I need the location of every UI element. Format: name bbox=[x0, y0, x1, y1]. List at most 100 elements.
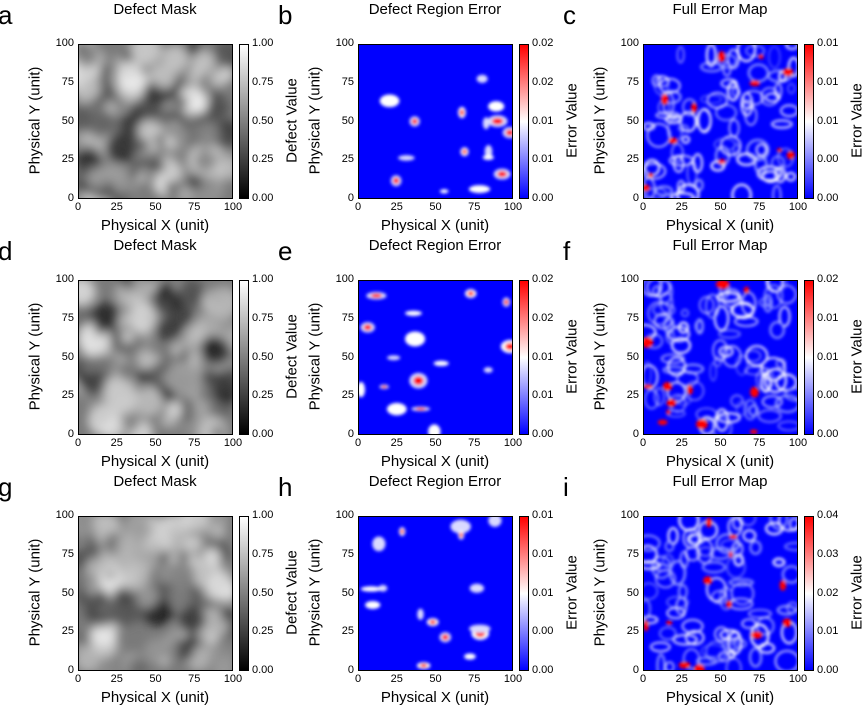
error-contour bbox=[769, 517, 789, 530]
high-error-spot bbox=[758, 54, 764, 60]
error-contour bbox=[666, 596, 689, 609]
mask-blob bbox=[134, 387, 164, 417]
error-contour bbox=[758, 409, 782, 423]
error-contour bbox=[716, 53, 737, 69]
colorbar-tick-label: 0.02 bbox=[817, 586, 839, 599]
mask-blob bbox=[137, 119, 160, 142]
mask-blob bbox=[212, 427, 224, 434]
colorbar-tick-label: 0.01 bbox=[532, 509, 554, 521]
y-axis-label: Physical Y (unit) bbox=[306, 538, 324, 647]
mask-blob bbox=[102, 376, 137, 411]
heatmap-svg bbox=[644, 281, 797, 434]
panel-title: Defect Region Error bbox=[368, 473, 502, 490]
panel-title: Full Error Map bbox=[672, 237, 768, 254]
colorbar-tick-label: 0.01 bbox=[817, 311, 839, 324]
error-contour bbox=[700, 94, 722, 104]
mask-blob bbox=[201, 336, 231, 365]
mask-blob bbox=[206, 572, 232, 602]
error-contour bbox=[669, 192, 695, 198]
panel-e: e Defect Region Error Physical Y (unit) Phy… bbox=[278, 236, 581, 474]
x-tick-label: 50 bbox=[429, 437, 442, 449]
colorbar-tick-label: 0.02 bbox=[532, 37, 554, 49]
colorbar bbox=[804, 44, 814, 199]
error-contour bbox=[727, 48, 740, 69]
colorbar bbox=[239, 516, 249, 671]
defect-region bbox=[450, 519, 471, 534]
x-tick-label: 0 bbox=[354, 673, 362, 685]
defect-region bbox=[483, 367, 493, 373]
mask-blob bbox=[85, 107, 114, 137]
error-contour bbox=[772, 184, 782, 198]
error-contour bbox=[763, 284, 784, 309]
y-axis-label: Physical Y (unit) bbox=[591, 538, 609, 647]
error-contour bbox=[785, 171, 797, 182]
panel-letter: d bbox=[0, 236, 13, 266]
colorbar-tick-label: 0.50 bbox=[252, 114, 274, 127]
mask-blob bbox=[105, 133, 136, 165]
mask-blob bbox=[164, 301, 194, 331]
mask-blob bbox=[120, 190, 133, 198]
x-tick-label: 100 bbox=[503, 437, 523, 449]
high-error-spot bbox=[691, 102, 697, 114]
high-error-spot bbox=[696, 418, 708, 430]
colorbar-tick-label: 0.00 bbox=[252, 664, 274, 676]
error-contour bbox=[745, 345, 769, 367]
y-axis-label: Physical Y (unit) bbox=[26, 66, 44, 175]
high-error-spot bbox=[657, 419, 668, 426]
heatmap-plot bbox=[358, 280, 513, 435]
panel-b: b Defect Region Error Physical Y (unit) Phy… bbox=[278, 0, 581, 238]
heatmap-svg bbox=[359, 281, 512, 434]
error-contour bbox=[660, 353, 685, 364]
mask-blob bbox=[115, 281, 149, 310]
y-tick-label: 50 bbox=[626, 350, 639, 363]
error-contour bbox=[659, 626, 677, 641]
error-contour bbox=[685, 381, 704, 401]
error-contour bbox=[697, 108, 712, 134]
y-tick-label: 50 bbox=[61, 114, 74, 127]
error-contour bbox=[647, 301, 671, 326]
error-contour bbox=[680, 309, 689, 317]
mask-blob bbox=[143, 637, 172, 666]
error-contour bbox=[675, 394, 692, 406]
high-error-spot bbox=[779, 579, 787, 591]
error-contour bbox=[685, 630, 705, 646]
x-tick-label: 50 bbox=[429, 201, 442, 213]
panel-c: c Full Error Map Physical Y (unit) Physical… bbox=[563, 0, 865, 238]
mask-blob bbox=[194, 149, 217, 173]
mask-blob bbox=[174, 95, 188, 109]
mask-blob bbox=[176, 185, 195, 198]
high-error-spot bbox=[666, 620, 673, 625]
error-contour bbox=[714, 626, 729, 642]
mask-blob bbox=[96, 655, 119, 670]
mask-blob bbox=[208, 286, 232, 319]
defect-region bbox=[428, 424, 441, 434]
high-error-spot bbox=[662, 381, 673, 392]
y-tick-label: 100 bbox=[620, 509, 639, 521]
error-contour bbox=[692, 153, 703, 173]
mask-blob bbox=[166, 400, 184, 418]
x-tick-label: 50 bbox=[714, 201, 727, 213]
error-contour bbox=[760, 87, 779, 106]
colorbar-tick-label: 0.00 bbox=[532, 664, 554, 676]
high-error-spot bbox=[705, 517, 713, 528]
colorbar-tick-label: 0.25 bbox=[252, 389, 274, 402]
panel-title: Defect Mask bbox=[113, 473, 197, 490]
heatmap-svg bbox=[79, 517, 232, 670]
defect-region bbox=[476, 74, 488, 84]
mask-blob bbox=[173, 130, 189, 146]
x-tick-label: 75 bbox=[753, 201, 766, 213]
high-error-spot bbox=[703, 576, 713, 585]
error-contour bbox=[699, 296, 715, 314]
high-error-spot bbox=[644, 336, 654, 348]
mask-blob bbox=[130, 45, 162, 66]
x-tick-label: 25 bbox=[110, 437, 123, 449]
high-error-spot bbox=[459, 109, 465, 116]
error-contour bbox=[726, 81, 740, 102]
error-contour bbox=[785, 45, 797, 50]
x-tick-label: 0 bbox=[354, 437, 362, 449]
y-tick-label: 25 bbox=[341, 153, 354, 166]
colorbar bbox=[519, 516, 529, 671]
y-axis-label: Physical Y (unit) bbox=[26, 302, 44, 411]
error-contour bbox=[780, 104, 797, 117]
error-contour bbox=[767, 69, 792, 83]
